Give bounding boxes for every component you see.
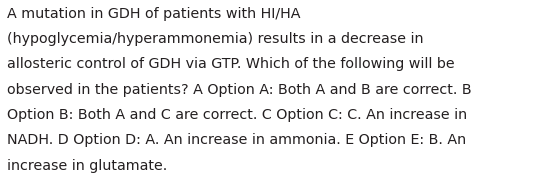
Text: A mutation in GDH of patients with HI/HA: A mutation in GDH of patients with HI/HA xyxy=(7,7,301,20)
Text: observed in the patients? A Option A: Both A and B are correct. B: observed in the patients? A Option A: Bo… xyxy=(7,83,472,97)
Text: allosteric control of GDH via GTP. Which of the following will be: allosteric control of GDH via GTP. Which… xyxy=(7,57,455,71)
Text: increase in glutamate.: increase in glutamate. xyxy=(7,159,167,173)
Text: (hypoglycemia/hyperammonemia) results in a decrease in: (hypoglycemia/hyperammonemia) results in… xyxy=(7,32,424,46)
Text: Option B: Both A and C are correct. C Option C: C. An increase in: Option B: Both A and C are correct. C Op… xyxy=(7,108,468,122)
Text: NADH. D Option D: A. An increase in ammonia. E Option E: B. An: NADH. D Option D: A. An increase in ammo… xyxy=(7,133,466,147)
